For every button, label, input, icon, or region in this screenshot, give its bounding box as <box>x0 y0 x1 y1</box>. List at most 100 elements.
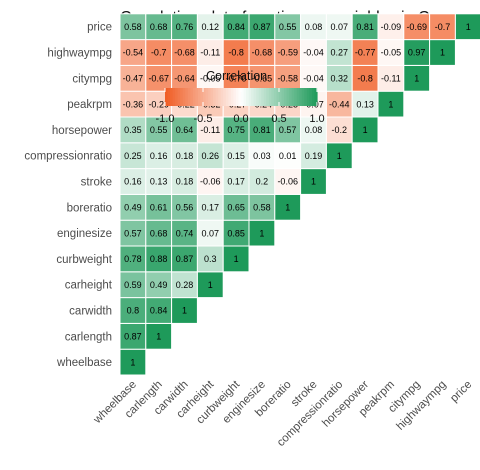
cell-value-label: 0.25 <box>124 151 142 161</box>
cell-value-label: 0.61 <box>150 203 168 213</box>
legend-gradient-step <box>172 88 176 106</box>
cell-value-label: 0.32 <box>331 74 349 84</box>
heatmap-cell-price-enginesize <box>248 13 276 41</box>
heatmap-cell-price-horsepower <box>351 13 379 41</box>
y-tick-label-boreratio: boreratio <box>67 202 112 214</box>
cell-value-label: 0.35 <box>124 125 142 135</box>
heatmap-cell-stroke-carheight <box>196 168 224 195</box>
heatmap-cell-horsepower-horsepower <box>351 116 379 144</box>
cell-value-label: 0.13 <box>150 177 168 187</box>
cell-value-label: 0.75 <box>227 125 245 135</box>
cell-value-label: 1 <box>466 22 471 32</box>
y-tick-label-carheight: carheight <box>65 280 113 292</box>
cell-value-label: 0.2 <box>256 177 269 187</box>
legend-gradient-step <box>301 88 305 106</box>
heatmap-cell-horsepower-compressionratio <box>325 116 353 144</box>
legend-gradient-step <box>187 88 191 106</box>
y-tick-label-wheelbase: wheelbase <box>56 357 112 369</box>
legend-gradient-step <box>299 88 303 106</box>
cell-value-label: 0.15 <box>227 151 245 161</box>
heatmap-cell-horsepower-wheelbase <box>119 116 147 144</box>
cell-value-label: 0.68 <box>150 22 168 32</box>
cell-value-label: 1 <box>208 280 213 290</box>
cell-value-label: 0.27 <box>331 48 349 58</box>
legend-gradient-step <box>165 88 169 106</box>
legend-gradient-step <box>289 88 293 106</box>
cell-value-label: -0.04 <box>303 48 324 58</box>
cell-value-label: 0.97 <box>408 48 426 58</box>
cell-value-label: 0.49 <box>124 203 142 213</box>
heatmap-cell-price-citympg <box>403 13 431 41</box>
cell-value-label: 0.87 <box>253 22 271 32</box>
heatmap-cell-stroke-curbweight <box>222 168 250 195</box>
legend-gradient-step <box>220 88 224 106</box>
heatmap-cell-carheight-carlength <box>145 271 173 299</box>
legend-gradient-step <box>228 88 232 106</box>
cell-value-label: 0.49 <box>150 280 168 290</box>
heatmap-cell-price-carwidth <box>171 13 198 41</box>
heatmap-cell-peakrpm-peakrpm <box>377 90 405 118</box>
y-tick-label-horsepower: horsepower <box>52 125 112 137</box>
cell-value-label: 0.19 <box>305 151 323 161</box>
cell-value-label: -0.05 <box>381 48 402 58</box>
cell-value-label: -0.76 <box>226 74 247 84</box>
heatmap-cell-citympg-peakrpm <box>377 64 405 92</box>
cell-value-label: 1 <box>440 48 445 58</box>
legend-gradient-step <box>210 88 214 106</box>
heatmap-cell-compressionratio-curbweight <box>222 142 250 170</box>
legend-tick-label: 0.0 <box>233 113 248 125</box>
heatmap-cell-curbweight-carheight <box>196 245 224 273</box>
legend-gradient-step <box>197 88 202 106</box>
heatmap-cell-price-curbweight <box>222 13 250 41</box>
legend-gradient-step <box>203 88 207 106</box>
cell-value-label: -0.2 <box>332 125 348 135</box>
cell-value-label: 0.17 <box>202 203 220 213</box>
y-tick-label-carlength: carlength <box>65 331 112 343</box>
cell-value-label: 0.26 <box>202 151 220 161</box>
legend-gradient-step <box>235 88 240 106</box>
cell-value-label: -0.11 <box>200 125 220 135</box>
cell-value-label: 0.3 <box>204 254 217 264</box>
legend-gradient-step <box>223 88 227 106</box>
cell-value-label: -0.05 <box>200 74 221 84</box>
heatmap-cell-compressionratio-carwidth <box>171 142 198 170</box>
cell-value-label: 1 <box>363 125 368 135</box>
cell-value-label: -0.04 <box>303 74 324 84</box>
cell-value-label: 0.57 <box>124 228 142 238</box>
cell-value-label: 0.16 <box>124 177 142 187</box>
legend-gradient-step <box>276 88 280 106</box>
legend-gradient-step <box>243 88 247 106</box>
x-tick-label-price: price <box>448 379 474 405</box>
legend-gradient-step <box>251 88 255 106</box>
cell-value-label: -0.7 <box>435 22 451 32</box>
y-tick-label-carwidth: carwidth <box>69 306 112 318</box>
cell-value-label: 1 <box>285 203 290 213</box>
cell-value-label: -0.8 <box>228 48 244 58</box>
heatmap-cell-horsepower-carwidth <box>171 116 198 144</box>
heatmap-cells: 1 0.87 1 0.8 0.84 1 0.59 0.49 0.28 1 0.78 0.88 0.87 0… <box>119 13 480 376</box>
cell-value-label: 0.07 <box>331 22 349 32</box>
heatmap-cell-carheight-carwidth <box>171 271 198 299</box>
heatmap-cell-highwaympg-peakrpm <box>377 39 405 66</box>
heatmap-cell-boreratio-enginesize <box>248 193 276 221</box>
heatmap-cell-highwaympg-compressionratio <box>325 39 353 66</box>
heatmap-cell-price-boreratio <box>274 13 302 41</box>
cell-value-label: -0.68 <box>174 48 195 58</box>
legend-gradient-step <box>296 88 300 106</box>
cell-value-label: -0.65 <box>252 74 273 84</box>
cell-value-label: 0.65 <box>227 203 245 213</box>
cell-value-label: 0.87 <box>124 332 142 342</box>
legend-gradient-step <box>273 88 278 106</box>
cell-value-label: 0.78 <box>124 254 142 264</box>
legend-gradient-step <box>218 88 222 106</box>
cell-value-label: 1 <box>311 177 316 187</box>
cell-value-label: 1 <box>259 228 264 238</box>
legend-gradient-step <box>266 88 270 106</box>
heatmap-cell-price-compressionratio <box>325 13 353 41</box>
heatmap-cell-citympg-wheelbase <box>119 64 147 92</box>
cell-value-label: 0.85 <box>227 228 245 238</box>
legend-gradient-step <box>200 88 204 106</box>
legend-gradient-step <box>253 88 257 106</box>
cell-value-label: -0.11 <box>381 74 401 84</box>
